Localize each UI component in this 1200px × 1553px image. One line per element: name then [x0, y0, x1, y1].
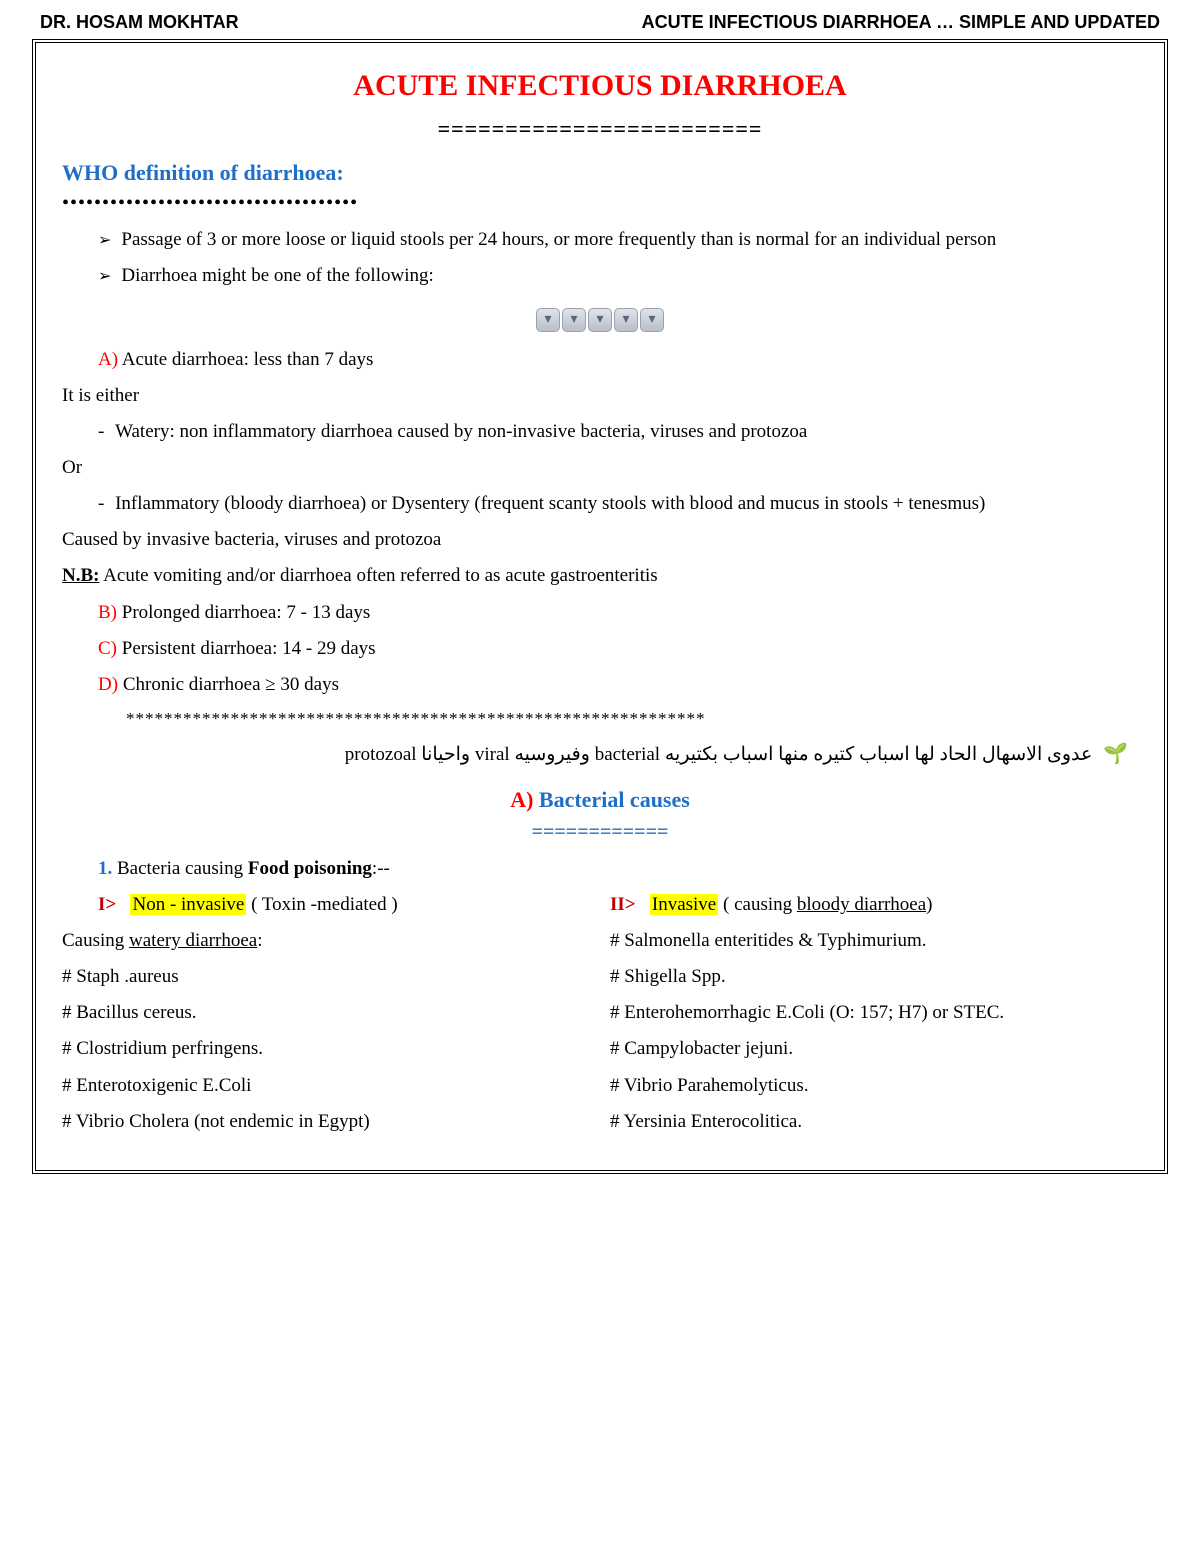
r3: # Enterohemorrhagic E.Coli (O: 157; H7) … [610, 995, 1138, 1031]
r5: # Vibrio Parahemolyticus. [610, 1068, 1138, 1104]
arabic-text-1: عدوى الاسهال الحاد لها اسباب كتيره منها … [660, 744, 1092, 765]
col1-sub-a: Causing [62, 930, 129, 951]
down-arrow-icon: ▾ [588, 308, 612, 332]
text-either: It is either [62, 378, 1138, 414]
bullet-following: Diarrhoea might be one of the following: [62, 258, 1138, 294]
num-1-c: :-- [372, 858, 390, 879]
ii-label: II> [610, 894, 636, 915]
arabic-line: 🌱 عدوى الاسهال الحاد لها اسباب كتيره منه… [62, 735, 1138, 773]
l4: # Enterotoxigenic E.Coli [62, 1068, 590, 1104]
column-left: I> Non - invasive ( Toxin -mediated ) Ca… [62, 887, 590, 1140]
text-inflammatory: Inflammatory (bloody diarrhoea) or Dysen… [62, 486, 1138, 522]
header-left: DR. HOSAM MOKHTAR [40, 12, 239, 33]
text-caused: Caused by invasive bacteria, viruses and… [62, 522, 1138, 558]
star-divider: ****************************************… [62, 703, 1138, 735]
item-b: B) Prolonged diarrhoea: 7 - 13 days [62, 595, 1138, 631]
item-d: D) Chronic diarrhoea ≥ 30 days [62, 667, 1138, 703]
bullet-passage: Passage of 3 or more loose or liquid sto… [62, 222, 1138, 258]
down-arrow-icon: ▾ [640, 308, 664, 332]
leaf-icon: 🌱 [1103, 743, 1128, 765]
col1-subhead: Causing watery diarrhoea: [62, 923, 590, 959]
ii-tail-a: ( causing [718, 894, 797, 915]
label-d: D) [98, 674, 118, 695]
dot-divider: ••••••••••••••••••••••••••••••••••••• [62, 184, 1138, 222]
item-c: C) Persistent diarrhoea: 14 - 29 days [62, 631, 1138, 667]
arabic-protozoal: protozoal [345, 744, 417, 765]
l3: # Clostridium perfringens. [62, 1031, 590, 1067]
text-or: Or [62, 450, 1138, 486]
arabic-text-3: واحيانا [417, 744, 475, 765]
l1: # Staph .aureus [62, 959, 590, 995]
section-a-label: A) [510, 787, 533, 812]
r1: # Salmonella enteritides & Typhimurium. [610, 923, 1138, 959]
i-tail: ( Toxin -mediated ) [246, 894, 397, 915]
col2-header: II> Invasive ( causing bloody diarrhoea) [610, 887, 1138, 923]
item-a: A) Acute diarrhoea: less than 7 days [62, 342, 1138, 378]
label-c: C) [98, 638, 117, 659]
ii-tail-b: bloody diarrhoea [797, 894, 926, 915]
i-highlight: Non - invasive [130, 894, 246, 915]
num-1-label: 1. [98, 858, 112, 879]
label-a: A) [98, 349, 118, 370]
arrow-badges: ▾▾▾▾▾ [62, 300, 1138, 336]
r6: # Yersinia Enterocolitica. [610, 1104, 1138, 1140]
l2: # Bacillus cereus. [62, 995, 590, 1031]
header-right: ACUTE INFECTIOUS DIARRHOEA … SIMPLE AND … [642, 12, 1160, 33]
title-divider: ======================== [62, 108, 1138, 150]
col1-sub-c: : [257, 930, 262, 951]
ii-tail-c: ) [926, 894, 932, 915]
label-b: B) [98, 602, 117, 623]
r2: # Shigella Spp. [610, 959, 1138, 995]
nb-line: N.B: Acute vomiting and/or diarrhoea oft… [62, 558, 1138, 594]
num-1-b: Food poisoning [248, 858, 372, 879]
text-b: Prolonged diarrhoea: 7 - 13 days [122, 602, 371, 623]
text-watery: Watery: non inflammatory diarrhoea cause… [62, 414, 1138, 450]
document-body: ACUTE INFECTIOUS DIARRHOEA =============… [32, 39, 1168, 1174]
r4: # Campylobacter jejuni. [610, 1031, 1138, 1067]
text-a: Acute diarrhoea: less than 7 days [122, 349, 374, 370]
col1-sub-b: watery diarrhoea [129, 930, 257, 951]
down-arrow-icon: ▾ [562, 308, 586, 332]
down-arrow-icon: ▾ [614, 308, 638, 332]
l5: # Vibrio Cholera (not endemic in Egypt) [62, 1104, 590, 1140]
num-1-a: Bacteria causing [117, 858, 248, 879]
columns: I> Non - invasive ( Toxin -mediated ) Ca… [62, 887, 1138, 1140]
col1-header: I> Non - invasive ( Toxin -mediated ) [62, 887, 590, 923]
text-c: Persistent diarrhoea: 14 - 29 days [122, 638, 376, 659]
page-header: DR. HOSAM MOKHTAR ACUTE INFECTIOUS DIARR… [0, 0, 1200, 39]
ii-highlight: Invasive [650, 894, 718, 915]
nb-label: N.B: [62, 565, 99, 586]
arabic-text-2: وفيروسيه [510, 744, 595, 765]
text-d: Chronic diarrhoea ≥ 30 days [123, 674, 339, 695]
food-poisoning-line: 1. Bacteria causing Food poisoning:-- [62, 851, 1138, 887]
i-label: I> [98, 894, 116, 915]
nb-text: Acute vomiting and/or diarrhoea often re… [99, 565, 657, 586]
section-a-text: Bacterial causes [533, 787, 689, 812]
arabic-viral: viral [475, 744, 510, 765]
bacterial-divider: ============ [62, 813, 1138, 851]
main-title: ACUTE INFECTIOUS DIARRHOEA [62, 57, 1138, 114]
column-right: II> Invasive ( causing bloody diarrhoea)… [610, 887, 1138, 1140]
arabic-bacterial: bacterial [595, 744, 660, 765]
down-arrow-icon: ▾ [536, 308, 560, 332]
